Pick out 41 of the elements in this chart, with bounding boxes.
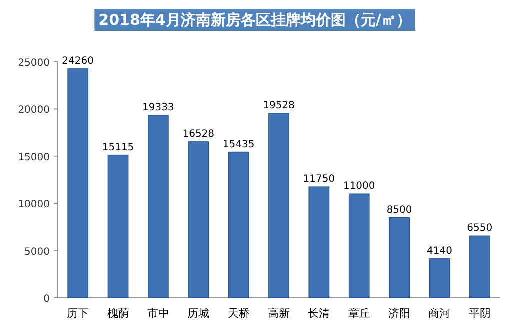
data-label: 4140: [427, 246, 452, 257]
bar: [228, 152, 250, 298]
y-tick-label: 25000: [18, 58, 50, 69]
x-tick-label: 平阴: [468, 307, 491, 320]
data-label: 16528: [182, 128, 215, 140]
x-tick-label: 高新: [268, 307, 290, 320]
data-label: 19528: [263, 100, 295, 112]
bar: [429, 258, 450, 298]
bar: [308, 186, 330, 298]
bar: [348, 194, 370, 298]
title: 2018年4月济南新房各区挂牌均价图（元/㎡）: [94, 9, 416, 31]
bar: [108, 154, 129, 298]
x-tick-label: 槐荫: [107, 307, 130, 320]
y-tick-label: 5000: [24, 246, 50, 258]
bar: [188, 142, 210, 298]
x-tick-label: 天桥: [228, 307, 250, 320]
y-tick-label: 10000: [18, 200, 50, 211]
x-tick-label: 历城: [188, 307, 210, 320]
data-label: 24260: [62, 56, 94, 67]
data-label: 15115: [102, 142, 134, 154]
bar: [268, 113, 290, 298]
data-label: 11750: [303, 174, 336, 186]
y-tick-label: 20000: [18, 105, 50, 116]
chart-title: 2018年4月济南新房各区挂牌均价图（元/㎡）: [98, 11, 412, 29]
bar: [68, 68, 89, 298]
y-tick-label: 0: [44, 294, 50, 305]
bar: [469, 236, 490, 298]
bar: [389, 217, 410, 298]
x-tick-label: 商河: [428, 307, 451, 320]
data-label: 6550: [467, 223, 493, 234]
x-tick-label: 历下: [67, 307, 90, 320]
data-label: 11000: [343, 181, 376, 192]
x-tick-label: 长清: [308, 307, 330, 320]
x-tick-label: 章丘: [348, 307, 370, 320]
data-label: 8500: [386, 204, 412, 216]
data-label: 19333: [142, 102, 174, 114]
bar: [148, 115, 169, 298]
x-tick-label: 济阳: [388, 307, 411, 320]
data-label: 15435: [222, 139, 255, 150]
y-tick-label: 15000: [18, 152, 50, 164]
x-tick-label: 市中: [147, 307, 170, 320]
